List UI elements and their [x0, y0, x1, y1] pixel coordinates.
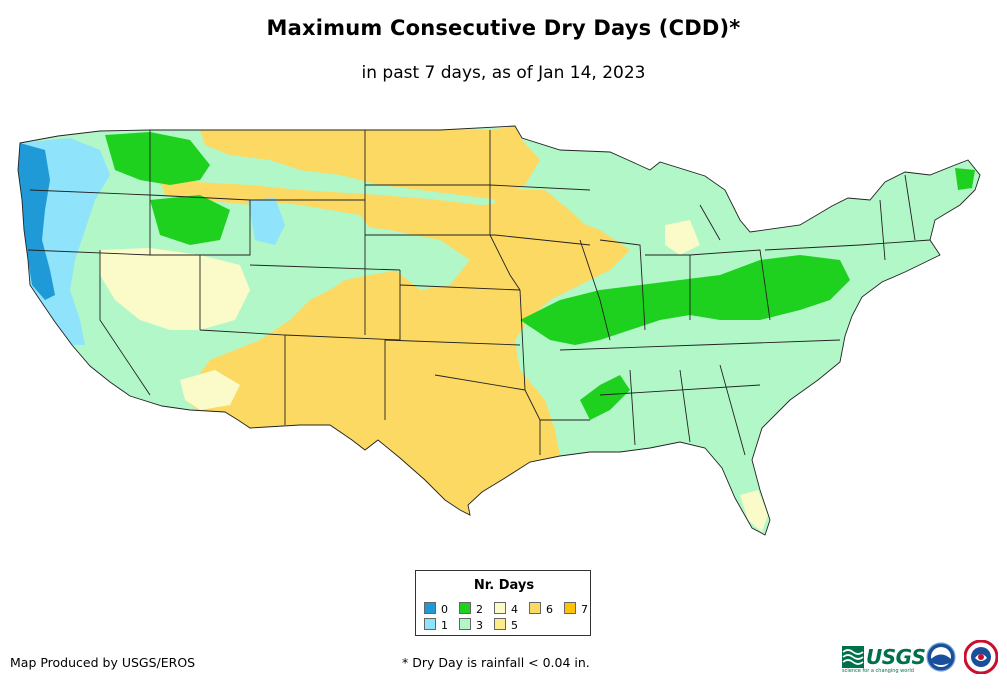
nws-logo-icon[interactable]: [964, 640, 998, 674]
legend-label-7: 7: [581, 603, 588, 616]
legend-item-3: 3: [459, 618, 483, 632]
region-2-days-ohio-valley: [520, 255, 850, 345]
region-0-days: [18, 143, 55, 300]
legend-swatch-4: [494, 602, 506, 614]
legend-label-6: 6: [546, 603, 553, 616]
region-6-days-upper-mw: [490, 190, 600, 275]
region-4-days-mi: [665, 220, 700, 255]
noaa-logo-icon[interactable]: [926, 642, 956, 672]
region-4-days: [100, 248, 250, 330]
legend-item-4: 4: [494, 602, 518, 616]
region-3-days-plains: [390, 230, 470, 290]
producer-credit: Map Produced by USGS/EROS: [10, 655, 196, 670]
usgs-wave-icon: [842, 646, 864, 668]
legend-label-3: 3: [476, 619, 483, 632]
region-4-days-fl: [740, 490, 768, 532]
legend-swatch-7: [564, 602, 576, 614]
legend-item-6: 6: [529, 602, 553, 616]
legend-swatch-3: [459, 618, 471, 630]
legend-item-1: 1: [424, 618, 448, 632]
legend-swatch-1: [424, 618, 436, 630]
region-2-days-idaho: [150, 195, 230, 245]
region-6-days: [160, 180, 630, 515]
legend-swatch-0: [424, 602, 436, 614]
map-title: Maximum Consecutive Dry Days (CDD)*: [266, 16, 741, 40]
legend: Nr. Days 0 1 2 3 4 5 6 7: [415, 570, 591, 636]
usgs-tagline: science for a changing world: [842, 668, 914, 674]
legend-title: Nr. Days: [473, 578, 535, 593]
region-1-day-id: [248, 198, 285, 245]
region-2-days-nw: [105, 132, 210, 185]
map-subtitle: in past 7 days, as of Jan 14, 2023: [361, 63, 646, 83]
region-2-days-south: [580, 375, 630, 420]
legend-item-2: 2: [459, 602, 483, 616]
legend-label-1: 1: [441, 619, 448, 632]
region-4-days-az: [180, 370, 240, 410]
legend-item-0: 0: [424, 602, 448, 616]
legend-swatch-2: [459, 602, 471, 614]
usgs-logo[interactable]: USGS: [842, 644, 926, 670]
legend-item-5: 5: [494, 618, 518, 632]
legend-item-7: 7: [564, 602, 588, 616]
legend-label-2: 2: [476, 603, 483, 616]
us-dry-days-map: [17, 125, 981, 536]
dry-day-footnote: * Dry Day is rainfall < 0.04 in.: [402, 655, 590, 670]
region-6-days-north: [200, 126, 540, 200]
usgs-wordmark: USGS: [866, 645, 926, 669]
agency-logos: USGS science for a changing world: [842, 640, 1002, 680]
state-boundaries: [17, 125, 981, 536]
legend-swatch-5: [494, 618, 506, 630]
legend-label-4: 4: [511, 603, 518, 616]
legend-label-0: 0: [441, 603, 448, 616]
cdd-regions: [18, 126, 980, 535]
legend-label-5: 5: [511, 619, 518, 632]
region-2-days-ne: [955, 168, 975, 190]
legend-swatch-6: [529, 602, 541, 614]
